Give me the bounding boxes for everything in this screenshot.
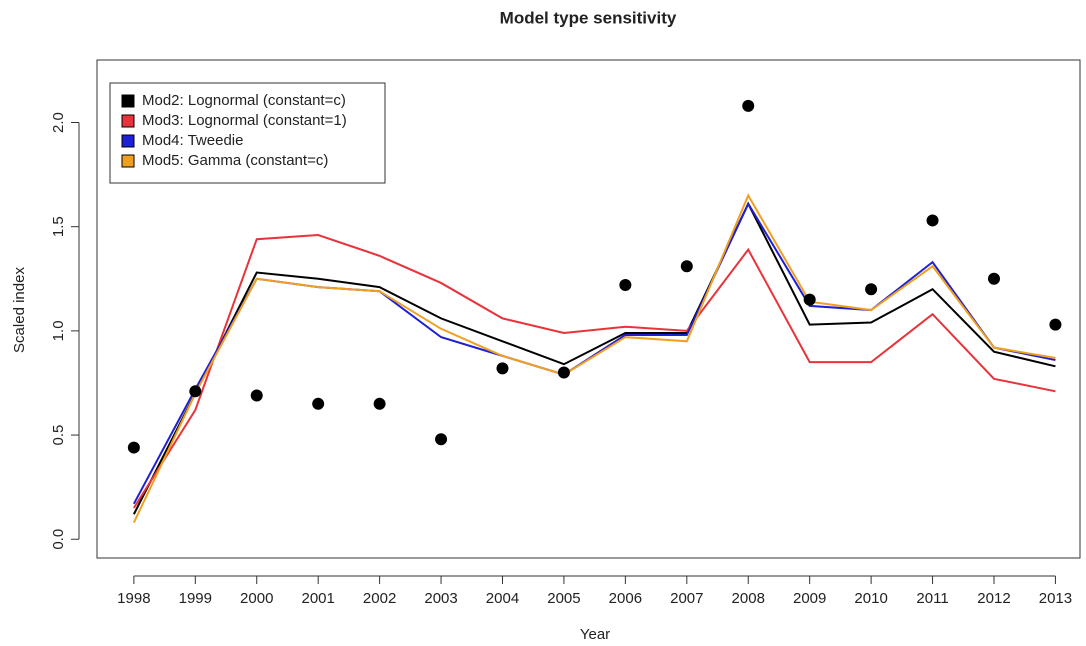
y-tick-label: 2.0 <box>50 112 67 133</box>
data-point <box>865 283 878 296</box>
legend-swatch <box>121 134 135 148</box>
y-tick-label: 0.5 <box>50 425 67 446</box>
data-point <box>557 366 570 379</box>
legend-swatch <box>121 94 135 108</box>
x-tick-label: 2005 <box>547 590 580 607</box>
data-point <box>435 433 448 446</box>
data-point <box>127 441 140 454</box>
data-point <box>1049 318 1062 331</box>
data-point <box>189 385 202 398</box>
x-tick-label: 2007 <box>670 590 703 607</box>
x-tick-label: 2000 <box>240 590 273 607</box>
legend-box <box>109 82 386 184</box>
x-tick-label: 2013 <box>1039 590 1072 607</box>
y-tick-label: 1.5 <box>50 216 67 237</box>
x-tick-label: 1998 <box>117 590 150 607</box>
x-tick-label: 2001 <box>301 590 334 607</box>
legend-swatch <box>121 114 135 128</box>
x-tick-label: 2010 <box>854 590 887 607</box>
x-tick-label: 1999 <box>179 590 212 607</box>
legend-swatch <box>121 154 135 168</box>
data-point <box>496 362 509 375</box>
x-tick-label: 2004 <box>486 590 519 607</box>
data-point <box>373 397 386 410</box>
data-point <box>742 99 755 112</box>
y-axis-label: Scaled index <box>11 267 28 353</box>
y-tick-label: 1.0 <box>50 320 67 341</box>
data-point <box>803 293 816 306</box>
series-line <box>133 234 1056 509</box>
x-tick-label: 2011 <box>916 590 948 607</box>
legend-label: Mod2: Lognormal (constant=c) <box>142 92 346 109</box>
plot-frame <box>96 59 1081 559</box>
data-point <box>926 214 939 227</box>
legend-label: Mod3: Lognormal (constant=1) <box>142 112 347 129</box>
series-line <box>132 201 1056 515</box>
legend-label: Mod5: Gamma (constant=c) <box>142 152 328 169</box>
x-axis-label: Year <box>580 626 610 643</box>
x-tick-label: 2006 <box>609 590 642 607</box>
x-tick-label: 2009 <box>793 590 826 607</box>
legend-label: Mod4: Tweedie <box>142 132 243 149</box>
series-line <box>132 193 1056 524</box>
series-line <box>132 201 1056 505</box>
data-point <box>987 272 1000 285</box>
x-tick-label: 2002 <box>363 590 396 607</box>
data-point <box>250 389 263 402</box>
x-tick-label: 2008 <box>732 590 765 607</box>
x-tick-label: 2003 <box>424 590 457 607</box>
x-tick-label: 2012 <box>977 590 1010 607</box>
data-point <box>619 279 632 292</box>
chart-title: Model type sensitivity <box>500 8 677 27</box>
y-tick-label: 0.0 <box>50 529 67 550</box>
data-point <box>312 397 325 410</box>
data-point <box>680 260 693 273</box>
